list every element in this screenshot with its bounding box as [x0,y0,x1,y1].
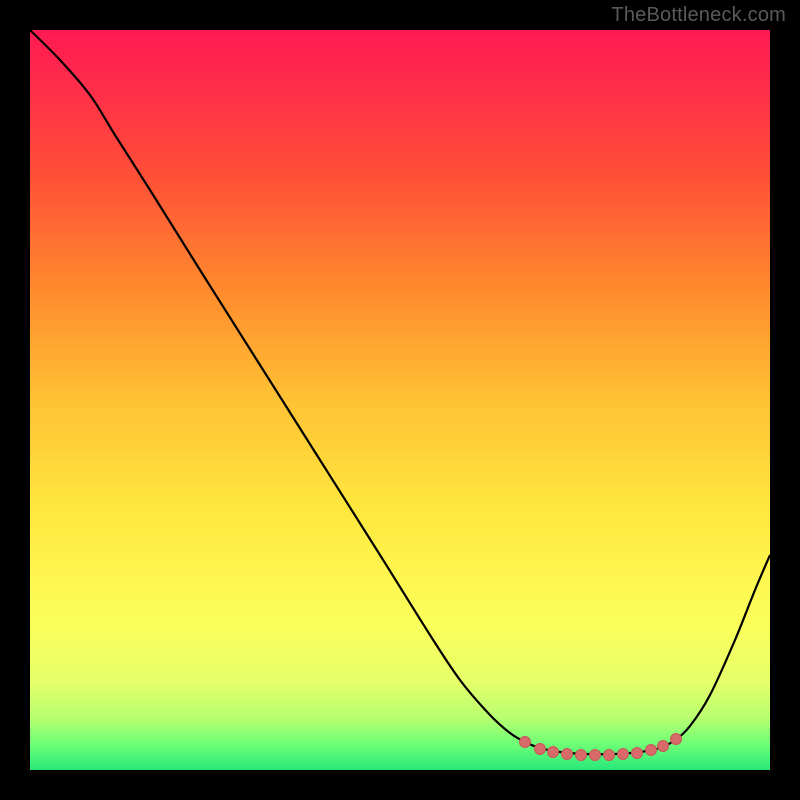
curve-marker [632,748,643,759]
curve-marker [548,747,559,758]
curve-marker [604,750,615,761]
curve-marker [646,745,657,756]
curve-marker [658,741,669,752]
curve-marker [590,750,601,761]
curve-marker [671,734,682,745]
plot-area [30,30,770,770]
curve-marker [520,737,531,748]
curve-marker [618,749,629,760]
chart-svg [0,0,800,800]
chart-root: TheBottleneck.com [0,0,800,800]
watermark-text: TheBottleneck.com [611,4,786,27]
curve-marker [562,749,573,760]
curve-marker [576,750,587,761]
curve-marker [535,744,546,755]
